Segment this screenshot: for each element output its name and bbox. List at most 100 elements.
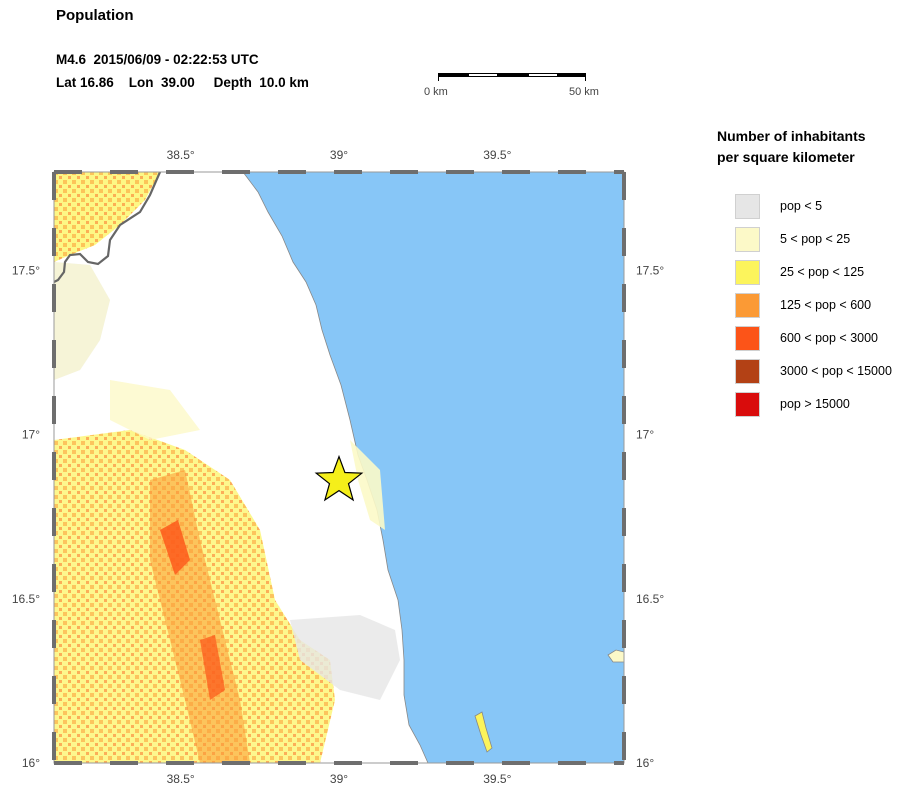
frame-tick xyxy=(110,761,138,765)
frame-tick xyxy=(166,170,194,174)
longitude-label: 39.5° xyxy=(483,772,511,786)
frame-tick xyxy=(622,564,626,592)
legend-swatch xyxy=(735,194,760,219)
scale-end-label: 50 km xyxy=(569,86,599,98)
legend-swatch xyxy=(735,326,760,351)
legend-item-pop-600-3000: 600 < pop < 3000 xyxy=(735,326,910,352)
frame-tick xyxy=(52,284,56,312)
event-summary: M4.6 2015/06/09 - 02:22:53 UTC xyxy=(56,52,259,67)
frame-ticks xyxy=(52,170,626,765)
map-frame-content xyxy=(54,172,624,763)
frame-tick xyxy=(446,761,474,765)
island xyxy=(607,649,624,663)
frame-tick xyxy=(52,172,56,200)
latitude-label: 17° xyxy=(22,428,40,442)
scale-bar: 0 km 50 km xyxy=(424,73,599,103)
frame-tick xyxy=(54,761,82,765)
legend-swatch xyxy=(735,359,760,384)
longitude-label: 39° xyxy=(330,148,348,162)
legend-item-pop-3000-15000: 3000 < pop < 15000 xyxy=(735,359,910,385)
frame-tick xyxy=(52,732,56,760)
legend-item-pop-25-125: 25 < pop < 125 xyxy=(735,260,910,286)
scale-start-label: 0 km xyxy=(424,86,448,98)
frame-tick xyxy=(52,508,56,536)
frame-tick xyxy=(558,170,586,174)
frame-tick xyxy=(52,452,56,480)
legend-label: 5 < pop < 25 xyxy=(780,232,851,246)
frame-tick xyxy=(278,761,306,765)
frame-tick xyxy=(222,761,250,765)
frame-tick xyxy=(52,564,56,592)
island xyxy=(474,711,493,753)
scale-segment xyxy=(468,73,498,77)
frame-tick xyxy=(622,228,626,256)
legend-label: 3000 < pop < 15000 xyxy=(780,364,892,378)
scale-segment xyxy=(528,73,558,77)
star-icon xyxy=(314,454,364,502)
frame-tick xyxy=(446,170,474,174)
country-border xyxy=(54,172,162,283)
longitude-label: 39.5° xyxy=(483,148,511,162)
frame-tick xyxy=(222,170,250,174)
frame-tick xyxy=(614,170,624,174)
frame-tick xyxy=(558,761,586,765)
frame-tick xyxy=(502,761,530,765)
frame-tick xyxy=(622,676,626,704)
frame-tick xyxy=(614,761,624,765)
latitude-label: 17.5° xyxy=(636,264,664,278)
latitude-label: 17° xyxy=(636,428,654,442)
event-location: Lat 16.86 Lon 39.00 Depth 10.0 km xyxy=(56,75,309,90)
latitude-label: 17.5° xyxy=(12,264,40,278)
scale-tick xyxy=(585,77,586,81)
longitude-label: 39° xyxy=(330,772,348,786)
legend-swatch xyxy=(735,392,760,417)
legend-swatch xyxy=(735,227,760,252)
scale-segment xyxy=(438,73,468,77)
population-patches xyxy=(54,172,400,763)
frame-tick xyxy=(54,170,82,174)
frame-tick xyxy=(52,620,56,648)
latitude-label: 16° xyxy=(636,756,654,770)
frame-tick xyxy=(622,172,626,200)
legend-label: 600 < pop < 3000 xyxy=(780,331,879,345)
axis-labels: 38.5° 38.5° 39° 39° 39.5° 39.5° 17.5° 17.5° 17° 1… xyxy=(12,148,665,786)
latitude-label: 16.5° xyxy=(12,592,40,606)
legend-swatch xyxy=(735,260,760,285)
legend-label: 25 < pop < 125 xyxy=(780,265,865,279)
legend-title-line: per square kilometer xyxy=(717,149,855,165)
frame-tick xyxy=(622,452,626,480)
legend-item-pop-gt-15000: pop > 15000 xyxy=(735,392,910,418)
frame-tick xyxy=(502,170,530,174)
legend-swatch xyxy=(735,293,760,318)
legend-item-pop-125-600: 125 < pop < 600 xyxy=(735,293,910,319)
legend-label: pop > 15000 xyxy=(780,397,850,411)
legend-title: Number of inhabitants per square kilomet… xyxy=(717,126,866,168)
frame-tick xyxy=(52,340,56,368)
frame-tick xyxy=(390,170,418,174)
scale-segment xyxy=(558,73,586,77)
latitude-label: 16° xyxy=(22,756,40,770)
scale-segment xyxy=(498,73,528,77)
frame-tick xyxy=(334,170,362,174)
scale-tick xyxy=(438,77,439,81)
latitude-label: 16.5° xyxy=(636,592,664,606)
frame-tick xyxy=(166,761,194,765)
frame-tick xyxy=(622,284,626,312)
legend-label: pop < 5 xyxy=(780,199,823,213)
frame-tick xyxy=(334,761,362,765)
legend-label: 125 < pop < 600 xyxy=(780,298,872,312)
frame-tick xyxy=(622,508,626,536)
frame-tick xyxy=(110,170,138,174)
frame-tick xyxy=(622,732,626,760)
frame-tick xyxy=(622,620,626,648)
frame-tick xyxy=(52,228,56,256)
frame-tick xyxy=(52,396,56,424)
longitude-label: 38.5° xyxy=(167,148,195,162)
frame-tick xyxy=(622,340,626,368)
legend-item-pop-lt-5: pop < 5 xyxy=(735,194,910,220)
frame-tick xyxy=(622,396,626,424)
frame-tick xyxy=(390,761,418,765)
legend-item-pop-5-25: 5 < pop < 25 xyxy=(735,227,910,253)
map-title: Population xyxy=(56,7,134,24)
